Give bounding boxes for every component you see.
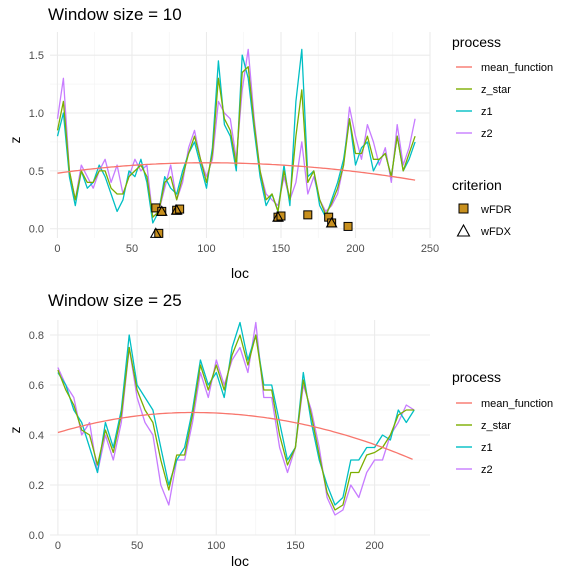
panel-2-lines <box>57 321 415 516</box>
panel-1-ticks: 0 50 100 150 200 250 0.0 0.5 1.0 1.5 <box>29 50 439 255</box>
marker-wfdr <box>303 210 313 220</box>
legend-process-items: mean_function z_star z1 z2 <box>456 62 553 140</box>
x-tick-label: 0 <box>55 540 61 552</box>
marker-wfdx <box>149 227 162 238</box>
panel-1-ylabel: z <box>7 137 23 144</box>
marker-wfdx <box>325 216 338 228</box>
legend-label-z2: z2 <box>481 128 493 140</box>
legend-panel-1: process mean_function z_star z1 z2 criterio… <box>452 34 553 238</box>
legend-key-wfdr <box>458 203 469 214</box>
x-tick-label: 250 <box>421 243 439 255</box>
panel-2-ticks: 0 50 100 150 200 0.0 0.2 0.4 0.6 0.8 <box>29 330 384 552</box>
marker-wfdr <box>276 211 286 221</box>
legend-criterion-items: wFDR wFDX <box>456 203 512 238</box>
y-tick-label: 0.6 <box>29 380 44 392</box>
x-tick-label: 150 <box>272 243 290 255</box>
panel-1-title: Window size = 10 <box>48 5 182 24</box>
y-tick-label: 0.0 <box>29 530 44 542</box>
legend-criterion-title: criterion <box>452 177 502 193</box>
legend-label-wfdr: wFDR <box>480 204 512 216</box>
panel-1-lines <box>56 48 416 224</box>
panel-2-xlabel: loc <box>231 553 249 569</box>
marker-wfdx <box>170 204 183 215</box>
x-tick-label: 0 <box>54 243 60 255</box>
legend-label-z_star: z_star <box>481 84 511 96</box>
legend-label-z1: z1 <box>481 106 493 118</box>
legend-label-wfdx: wFDX <box>480 226 512 238</box>
legend-label-mean_function: mean_function <box>481 62 553 74</box>
x-tick-label: 200 <box>365 540 383 552</box>
marker-wfdr <box>175 204 185 214</box>
marker-wfdx <box>155 205 168 216</box>
x-tick-label: 100 <box>207 540 225 552</box>
y-tick-label: 0.4 <box>29 430 44 442</box>
series-line-z2 <box>57 321 415 516</box>
panel-window-10: Window size = 10 0 50 100 150 200 250 0.0 0.5 1.… <box>7 5 439 281</box>
y-tick-label: 1.0 <box>29 108 44 120</box>
legend-panel-2: process mean_function z_star z1 z2 <box>452 369 553 476</box>
series-line-z_star <box>56 66 416 218</box>
panel-window-25: Window size = 25 0 50 100 150 200 0.0 0.2 0.4 0.… <box>7 291 430 569</box>
y-tick-label: 0.2 <box>29 480 44 492</box>
marker-wfdx <box>272 211 284 222</box>
legend-key-wfdx <box>456 223 471 237</box>
panel-1-plot-area <box>50 32 430 238</box>
panel-2-ylabel: z <box>7 427 23 434</box>
legend-label-mean_function: mean_function <box>481 398 553 410</box>
x-tick-label: 50 <box>131 540 143 552</box>
y-tick-label: 1.5 <box>29 50 44 62</box>
panel-2-title: Window size = 25 <box>48 291 182 310</box>
panel-2-plot-area <box>50 320 430 535</box>
legend-process-title: process <box>452 34 501 50</box>
panel-1-xlabel: loc <box>231 265 249 281</box>
legend-label-z_star: z_star <box>481 420 511 432</box>
legend-2-process-title: process <box>452 369 501 385</box>
panel-1-markers <box>149 203 353 238</box>
y-tick-label: 0.0 <box>29 224 44 236</box>
series-line-mean_function <box>57 411 413 460</box>
series-line-mean_function <box>57 162 416 181</box>
y-tick-label: 0.5 <box>29 166 44 178</box>
series-line-z_star <box>57 334 415 511</box>
series-line-z1 <box>57 321 415 506</box>
legend-label-z2: z2 <box>481 464 493 476</box>
x-tick-label: 150 <box>286 540 304 552</box>
legend-label-z1: z1 <box>481 442 493 454</box>
series-line-z1 <box>56 48 416 224</box>
y-tick-label: 0.8 <box>29 330 44 342</box>
marker-wfdr <box>343 221 353 231</box>
x-tick-label: 100 <box>197 243 215 255</box>
x-tick-label: 200 <box>346 243 364 255</box>
x-tick-label: 50 <box>126 243 138 255</box>
legend-2-process-items: mean_function z_star z1 z2 <box>456 398 553 476</box>
